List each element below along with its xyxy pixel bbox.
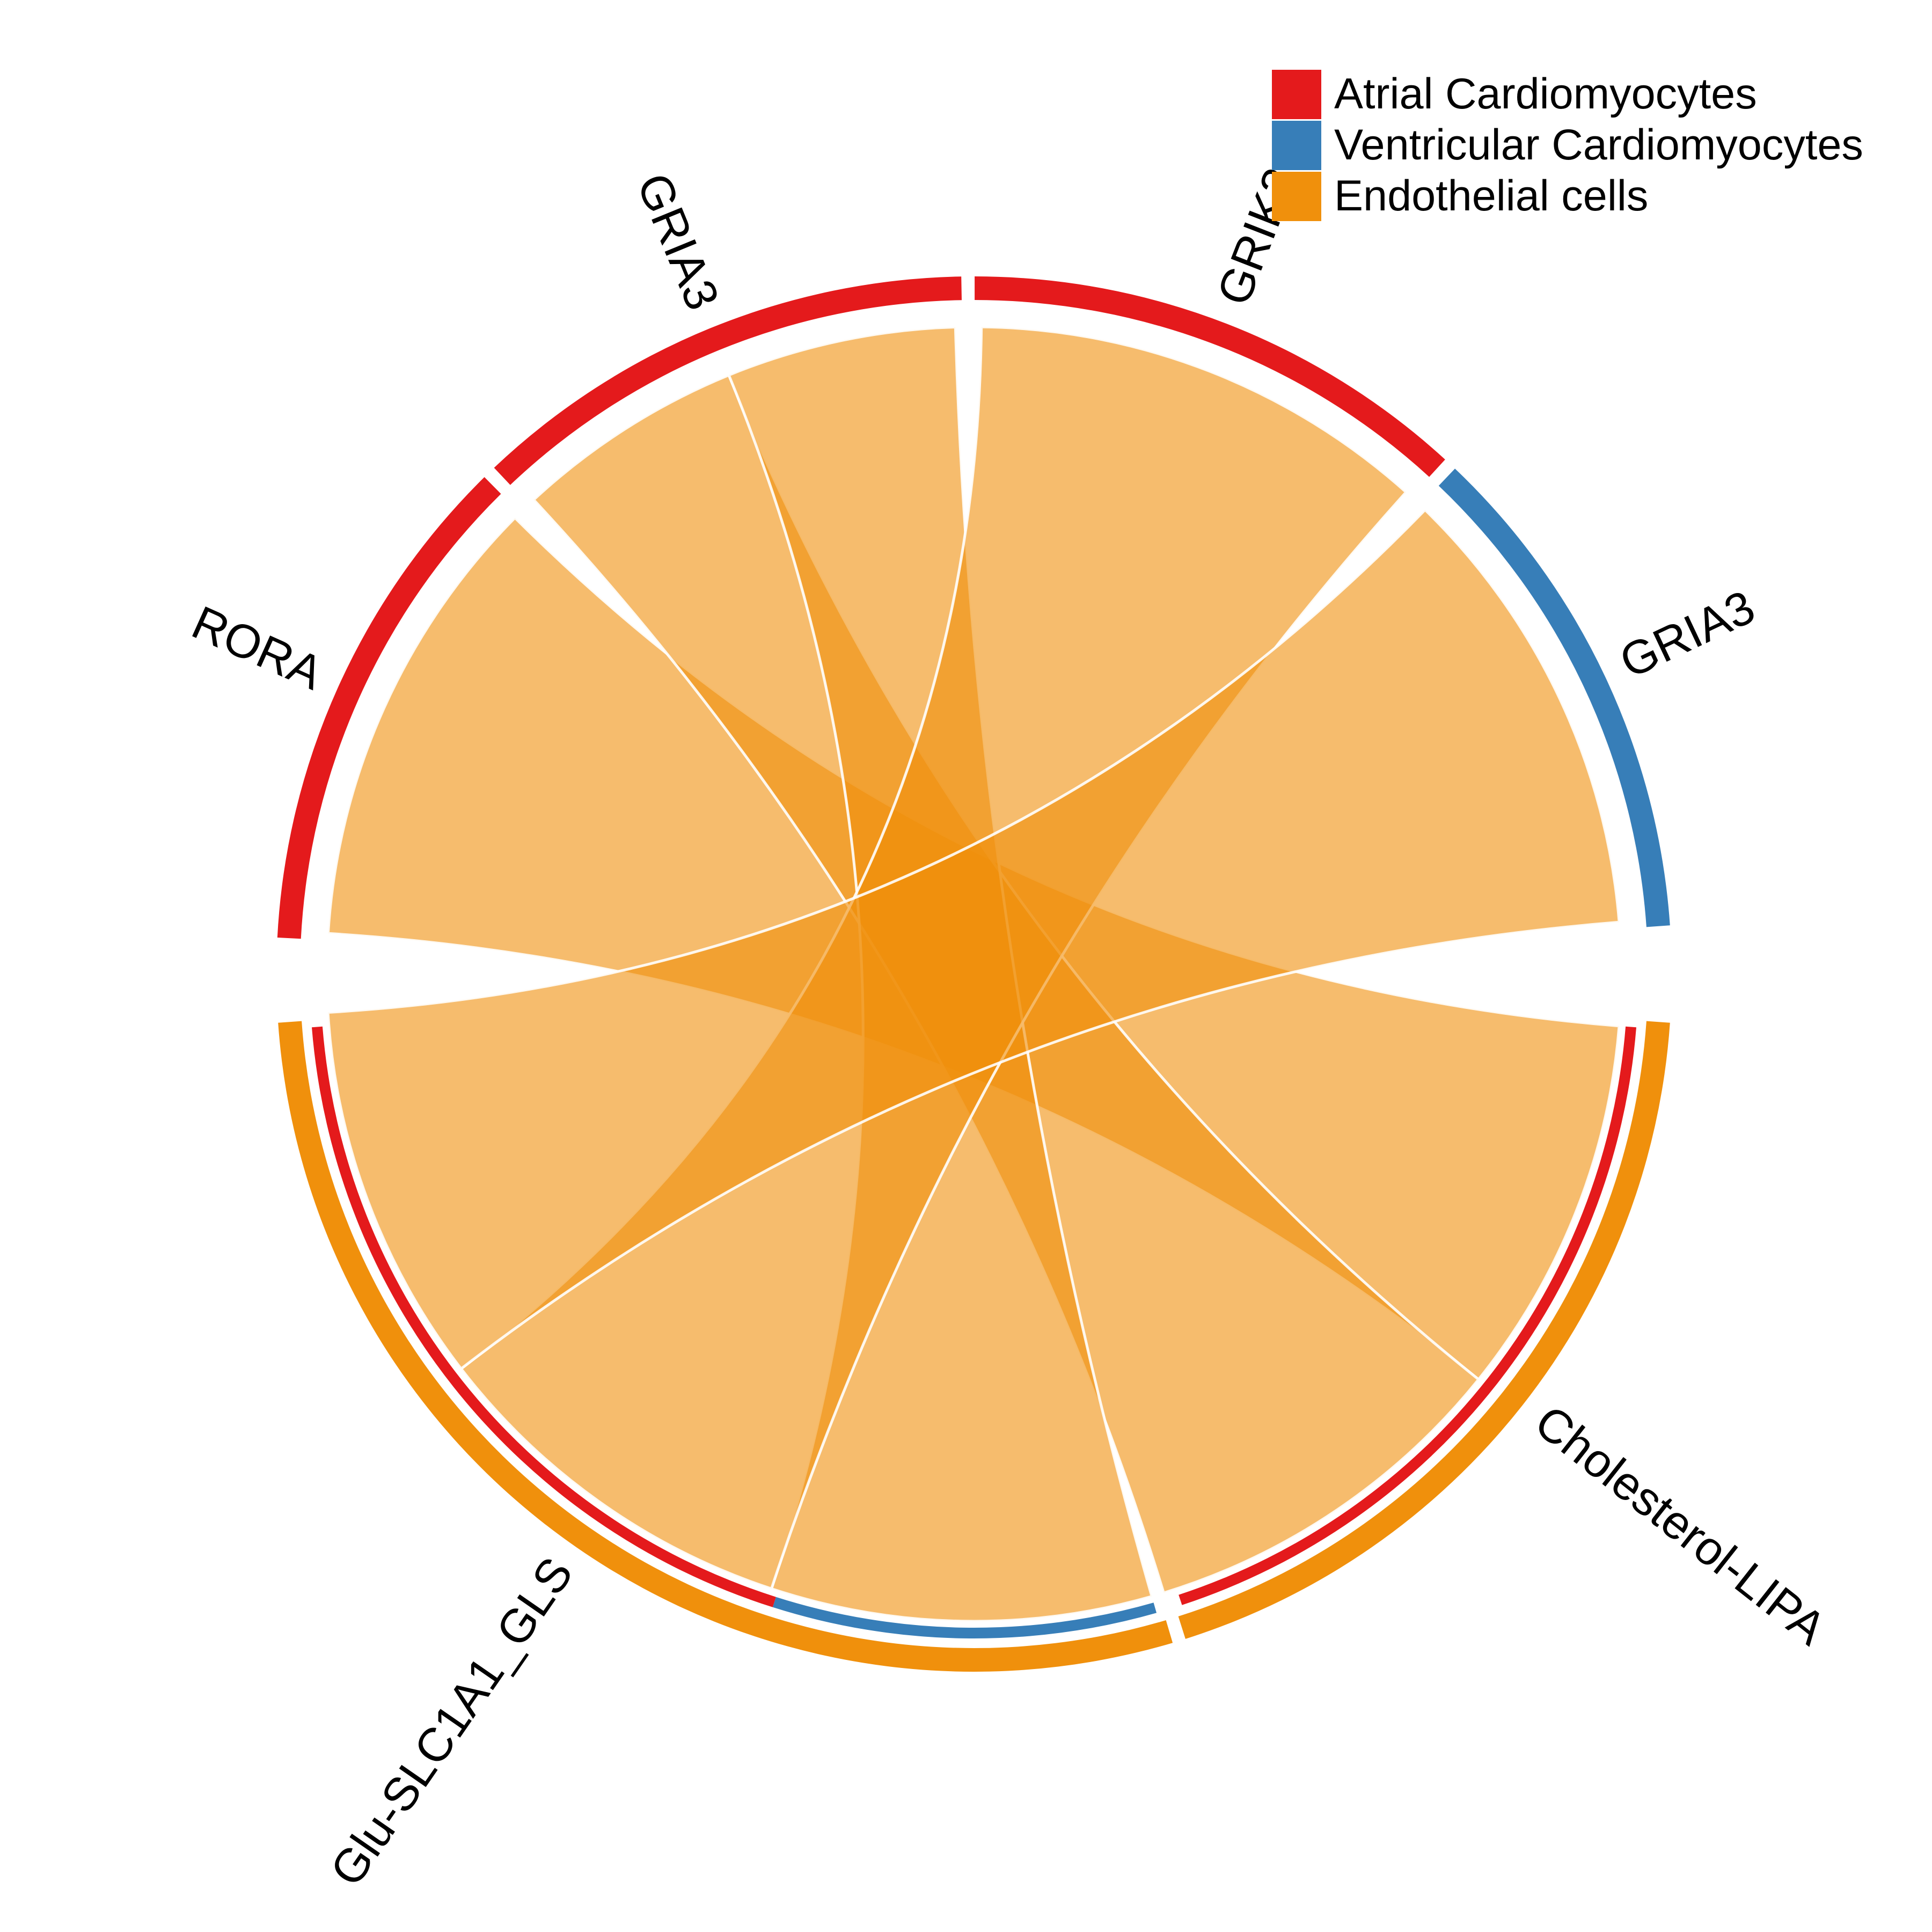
legend-swatch-endothelial	[1272, 171, 1321, 221]
sector-arc-rora-0	[277, 477, 501, 939]
chord-link-4	[326, 508, 1621, 1371]
sector-arc-grik2-2	[975, 276, 1445, 477]
sector-label-0: RORA	[185, 595, 331, 700]
legend-label-endothelial: Endothelial cells	[1334, 172, 1649, 220]
legend-label-atrial: Atrial Cardiomyocytes	[1334, 70, 1757, 118]
target-band-5-0	[772, 1597, 1157, 1639]
sector-label-3: GRIA3	[1612, 580, 1762, 688]
sector-arc-gria3-3	[1438, 469, 1670, 927]
legend-swatch-atrial	[1272, 69, 1321, 119]
sector-label-4: Cholesterol-LIPA	[1525, 1395, 1836, 1655]
sector-label-1: GRIA3	[627, 166, 730, 317]
legend-item-endothelial: Endothelial cells	[1272, 171, 1863, 222]
legend-label-ventricular: Ventricular Cardiomyocytes	[1334, 121, 1863, 169]
sector-label-5: Glu-SLC1A1_GLS	[320, 1548, 583, 1896]
chord-sectors	[277, 276, 1670, 1672]
legend-swatch-ventricular	[1272, 120, 1321, 170]
legend: Atrial Cardiomyocytes Ventricular Cardio…	[1272, 69, 1863, 222]
sector-arc-cholesterol-lipa-4	[1178, 1021, 1670, 1639]
legend-item-ventricular: Ventricular Cardiomyocytes	[1272, 120, 1863, 171]
chord-links	[326, 325, 1621, 1623]
legend-item-atrial: Atrial Cardiomyocytes	[1272, 69, 1863, 120]
sector-arc-gria3-1	[494, 276, 962, 485]
